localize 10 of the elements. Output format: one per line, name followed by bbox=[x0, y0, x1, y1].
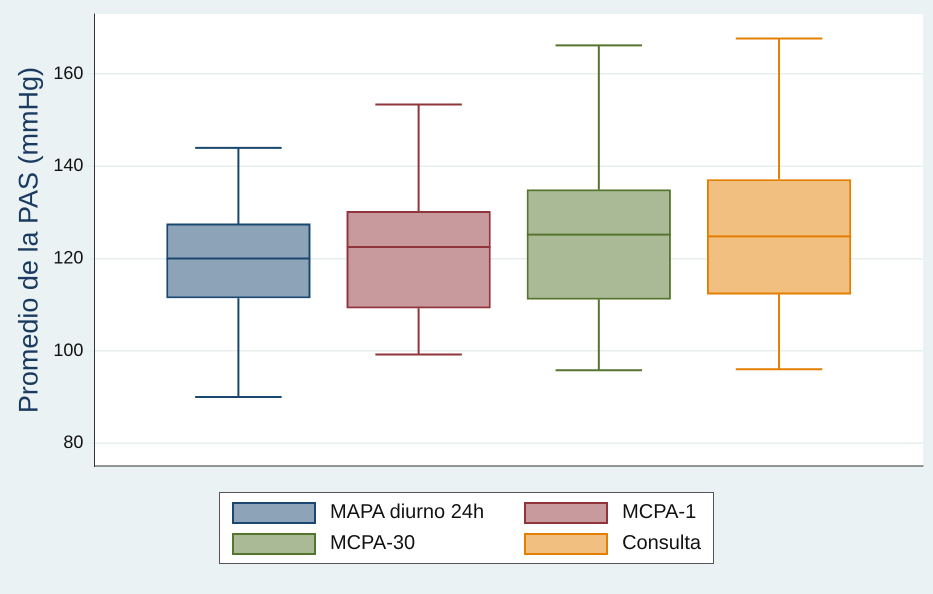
y-tick-label: 120 bbox=[53, 248, 84, 268]
y-tick-label: 160 bbox=[53, 62, 84, 83]
legend-label: Consulta bbox=[622, 532, 702, 555]
y-axis-title: Promedio de la PAS (mmHg) bbox=[14, 67, 44, 414]
legend-label: MCPA-1 bbox=[622, 501, 696, 524]
y-tick-label: 140 bbox=[53, 155, 84, 176]
legend-label: MCPA-30 bbox=[330, 532, 416, 555]
legend-label: MAPA diurno 24h bbox=[330, 501, 484, 524]
y-tick-label: 100 bbox=[53, 340, 84, 360]
y-tick-label: 80 bbox=[63, 432, 84, 452]
